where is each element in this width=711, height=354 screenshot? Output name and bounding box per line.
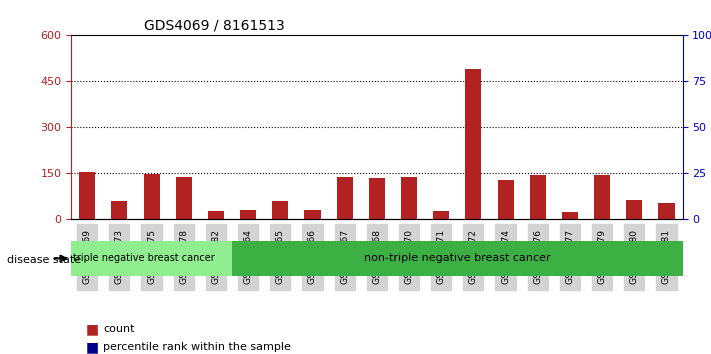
Bar: [626, 200, 642, 219]
Bar: [369, 178, 385, 219]
Bar: [465, 69, 481, 219]
Bar: [79, 172, 95, 219]
Bar: [304, 210, 321, 219]
Text: percentile rank within the sample: percentile rank within the sample: [103, 342, 291, 352]
Text: disease state: disease state: [7, 255, 81, 265]
Bar: [594, 175, 610, 219]
Bar: [658, 202, 675, 219]
Bar: [530, 175, 546, 219]
FancyBboxPatch shape: [232, 241, 683, 276]
Text: triple negative breast cancer: triple negative breast cancer: [73, 253, 215, 263]
Bar: [240, 210, 256, 219]
Bar: [176, 177, 192, 219]
Text: ■: ■: [85, 322, 98, 336]
Bar: [272, 201, 289, 219]
Bar: [336, 177, 353, 219]
Text: GDS4069 / 8161513: GDS4069 / 8161513: [144, 19, 285, 33]
Text: ■: ■: [85, 340, 98, 354]
Bar: [433, 211, 449, 219]
Bar: [498, 179, 513, 219]
Text: count: count: [103, 324, 134, 334]
Bar: [144, 174, 159, 219]
Bar: [401, 177, 417, 219]
Bar: [208, 211, 224, 219]
Bar: [562, 212, 578, 219]
FancyBboxPatch shape: [71, 241, 232, 276]
Bar: [112, 201, 127, 219]
Text: non-triple negative breast cancer: non-triple negative breast cancer: [364, 253, 550, 263]
